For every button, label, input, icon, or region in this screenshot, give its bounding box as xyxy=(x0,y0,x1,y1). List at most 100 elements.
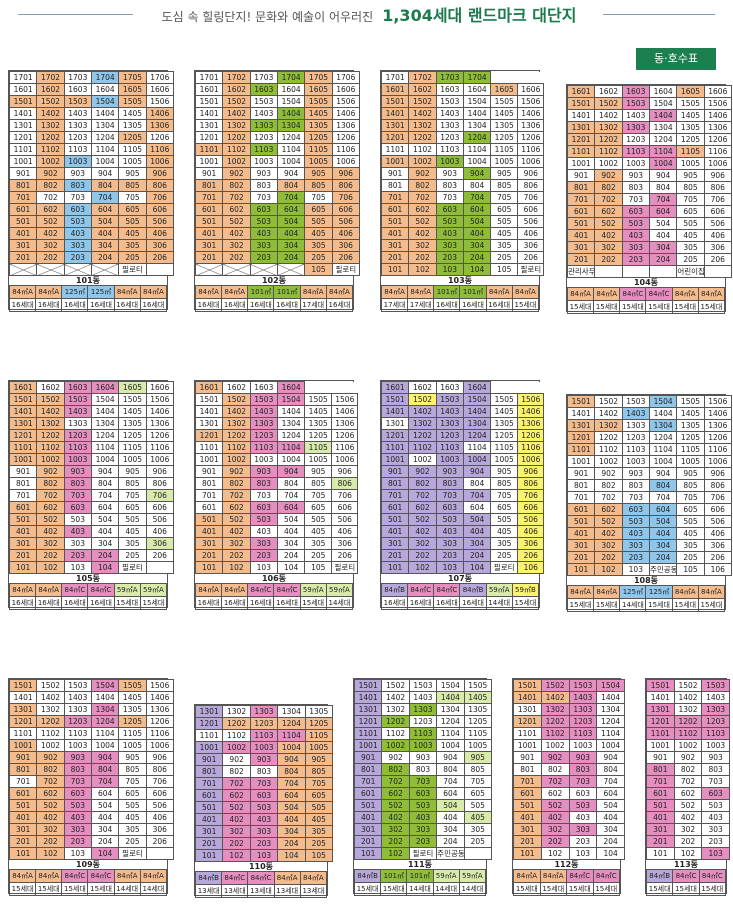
building-block: 1601 1602 1603 1604 1501 1502 1503 1504 1505 1506… xyxy=(380,380,545,610)
unit-cell: 902 xyxy=(594,467,623,480)
floor-row: 201 202 203 204 205 206 xyxy=(8,549,174,562)
unit-cell: 103 xyxy=(63,561,92,574)
unit-cell: 1106 xyxy=(145,727,174,740)
unit-cell: 1301 xyxy=(646,703,675,716)
unit-type-cell: 84㎡C xyxy=(698,869,727,883)
unit-cell: 1102 xyxy=(36,441,65,454)
floor-row: 401 402 403 404 405 xyxy=(194,813,333,826)
unit-cell: 701 xyxy=(194,777,224,790)
unit-cell: 506 xyxy=(145,215,174,228)
unit-count-cell: 16세대 xyxy=(87,596,115,610)
floor-row: 901 902 903 904 905 906 xyxy=(8,751,174,764)
unit-cell: 필로티 xyxy=(331,561,359,574)
unit-cell: 401 xyxy=(8,811,38,824)
unit-cell: 405 xyxy=(118,811,147,824)
unit-cell: 604 xyxy=(277,789,306,802)
unit-cell: 402 xyxy=(222,227,251,240)
unit-cell: 303 xyxy=(63,537,92,550)
unit-cell: 705 xyxy=(118,489,147,502)
unit-cell: 1204 xyxy=(648,431,678,444)
unit-cell: 1101 xyxy=(566,443,596,456)
building-name: 108동 xyxy=(633,576,659,585)
unit-cell: 1305 xyxy=(463,703,492,716)
building-name: 107동 xyxy=(447,574,473,583)
floor-row: 401 402 403 404 405 406 xyxy=(380,525,545,538)
floor-row: 1001 1002 1003 1004 1005 1006 xyxy=(8,155,174,168)
unit-cell: 605 xyxy=(463,787,492,800)
floor-row: 1301 1302 1303 1304 1305 1306 xyxy=(566,419,732,432)
building-block: 1501 1502 1503 1504 1505 1506 1401 1402 1403 1404… xyxy=(566,394,732,612)
floor-row: 1201 1202 1203 xyxy=(646,715,730,728)
unit-cell: 1105 xyxy=(490,143,519,156)
unit-cell: 103 xyxy=(249,849,279,862)
unit-cell: 703 xyxy=(435,191,464,204)
unit-cell: 804 xyxy=(276,179,306,192)
unit-cell: 303 xyxy=(408,823,438,836)
unit-cell: 1001 xyxy=(646,739,675,752)
unit-cell: 206 xyxy=(517,549,545,562)
unit-count-cell: 13세대 xyxy=(299,884,328,898)
unit-cell: 402 xyxy=(222,525,251,538)
unit-type-cell: 84㎡C xyxy=(221,871,249,885)
floor-row: 601 602 603 604 605 606 xyxy=(380,501,545,514)
unit-cell: 1504 xyxy=(276,95,306,108)
unit-cell: 304 xyxy=(90,239,120,252)
unit-cell: 401 xyxy=(194,525,224,538)
unit-cell: 1103 xyxy=(435,143,464,156)
unit-count-cell: 15세대 xyxy=(566,882,594,896)
unit-cell: 503 xyxy=(63,799,92,812)
unit-cell: 1603 xyxy=(63,83,92,96)
unit-cell: 901 xyxy=(194,465,224,478)
unit-cell: 1302 xyxy=(36,703,65,716)
unit-cell: 1605 xyxy=(490,83,519,96)
unit-cell: 805 xyxy=(118,477,147,490)
unit-cell: 1506 xyxy=(703,395,732,408)
unit-count-cell: 15세대 xyxy=(645,598,673,612)
unit-cell: 904 xyxy=(90,751,120,764)
empty-cell xyxy=(490,71,518,84)
unit-cell: 1501 xyxy=(194,95,224,108)
unit-cell: 1206 xyxy=(145,131,174,144)
unit-cell: 605 xyxy=(304,789,333,802)
unit-cell: 1505 xyxy=(118,679,147,692)
unit-cell: 1401 xyxy=(380,107,410,120)
unit-cell: 1101 xyxy=(194,441,224,454)
floor-row: 501 502 503 504 505 506 xyxy=(380,513,545,526)
unit-cell: 801 xyxy=(194,179,224,192)
unit-cell: 306 xyxy=(145,537,174,550)
unit-cell: 403 xyxy=(621,229,650,242)
unit-cell: 1104 xyxy=(90,727,120,740)
unit-cell: 1105 xyxy=(463,727,492,740)
unit-cell: 주민공동시설 xyxy=(436,847,465,860)
unit-cell: 1006 xyxy=(145,453,174,466)
unit-cell: 305 xyxy=(463,823,492,836)
unit-cell: 203 xyxy=(435,549,464,562)
floor-row: 1001 1002 1003 1004 1005 1006 xyxy=(380,155,545,168)
floor-row: 1301 1302 1303 1304 xyxy=(513,703,625,716)
unit-cell: 402 xyxy=(36,811,65,824)
floor-row: 501 502 503 504 505 506 xyxy=(566,217,732,230)
unit-cell: 1104 xyxy=(277,729,306,742)
floor-row: 필로티 xyxy=(8,263,174,276)
unit-cell: 1404 xyxy=(462,107,492,120)
unit-cell: 804 xyxy=(90,179,120,192)
unit-cell: 801 xyxy=(194,765,224,778)
unit-type-cell: 84㎡C xyxy=(566,869,594,883)
unit-count-cell: 17세대 xyxy=(407,298,435,312)
unit-cell: 1305 xyxy=(118,417,147,430)
unit-cell: 1506 xyxy=(703,97,732,110)
floor-row: 901 902 903 904 905 906 xyxy=(566,169,732,182)
unit-type-cell: 59㎡A xyxy=(325,583,354,597)
unit-cell xyxy=(594,265,623,278)
unit-cell: 1503 xyxy=(621,395,650,408)
unit-cell: 1305 xyxy=(304,119,333,132)
unit-cell: 1103 xyxy=(249,441,278,454)
unit-cell: 505 xyxy=(118,799,147,812)
unit-cell: 506 xyxy=(145,513,174,526)
unit-type-cell: 84㎡A xyxy=(539,869,567,883)
building-name: 109동 xyxy=(75,860,101,869)
unit-cell xyxy=(648,265,678,278)
unit-cell: 904 xyxy=(276,465,306,478)
unit-cell: 1405 xyxy=(490,405,519,418)
unit-count-cell: 16세대 xyxy=(459,298,487,312)
